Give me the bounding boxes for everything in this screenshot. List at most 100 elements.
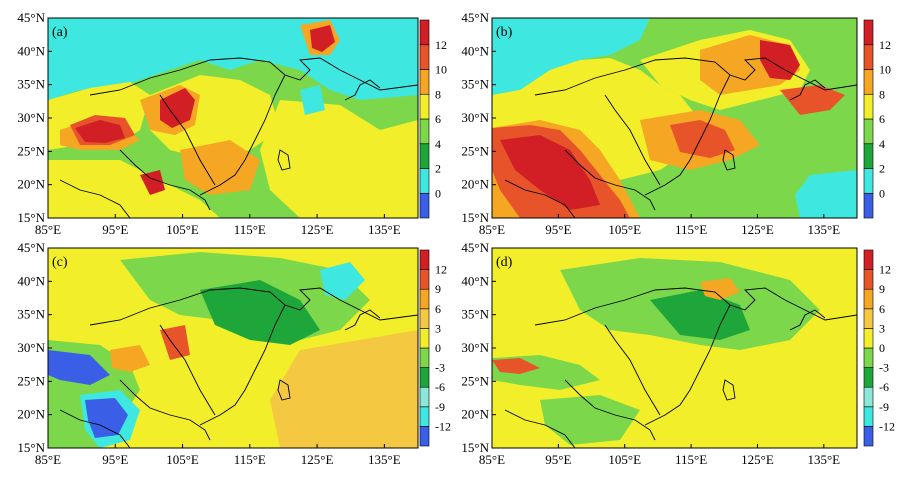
colorbar-swatch <box>863 406 874 427</box>
lon-tick-label: 95°E <box>102 452 128 467</box>
panel-d-field <box>492 248 857 448</box>
lat-tick-label: 15°N <box>17 440 45 455</box>
colorbar-swatch <box>419 118 430 145</box>
panel-d-coastlines <box>504 287 857 448</box>
colorbar-swatch <box>863 192 874 219</box>
colorbar-swatch <box>419 386 430 408</box>
colorbar-swatch <box>863 288 874 310</box>
colorbar-swatch <box>419 347 430 368</box>
colorbar-label: 9 <box>435 282 441 296</box>
lon-tick-label: 125°E <box>301 452 334 467</box>
panel-a-field <box>48 18 418 218</box>
lon-tick-label: 125°E <box>741 222 774 237</box>
lat-tick-label: 20°N <box>17 407 45 422</box>
colorbar-label: -3 <box>879 361 889 375</box>
lat-tick-label: 40°N <box>17 273 45 288</box>
lat-tick-label: 20°N <box>461 407 489 422</box>
lat-tick-label: 15°N <box>461 210 489 225</box>
panel-b-field <box>492 18 857 218</box>
colorbar-swatch <box>863 93 874 120</box>
colorbar-swatch <box>419 426 430 447</box>
lon-tick-label: 135°E <box>368 222 401 237</box>
lon-tick-label: 95°E <box>102 222 128 237</box>
lat-tick-label: 35°N <box>461 307 489 322</box>
colorbar-swatch <box>419 288 430 310</box>
panel-c-label: (c) <box>52 255 68 270</box>
colorbar-swatch <box>863 367 874 388</box>
colorbar-swatch <box>863 249 874 270</box>
colorbar-label: 6 <box>435 112 441 126</box>
colorbar-swatch <box>419 44 430 70</box>
colorbar-label: 6 <box>879 302 885 316</box>
lon-tick-label: 125°E <box>301 222 334 237</box>
lat-tick-label: 25°N <box>461 373 489 388</box>
colorbar-label: -12 <box>435 419 451 433</box>
lat-tick-label: 30°N <box>17 340 45 355</box>
colorbar-label: 12 <box>435 263 447 277</box>
lon-tick-label: 85°E <box>479 452 505 467</box>
colorbar-swatch <box>863 143 874 169</box>
colorbar-label: 8 <box>435 87 441 101</box>
colorbar-swatch <box>419 69 430 95</box>
lat-tick-label: 15°N <box>461 440 489 455</box>
colorbar-label: 4 <box>435 137 441 151</box>
colorbar-swatch <box>863 69 874 95</box>
lat-tick-label: 35°N <box>17 77 45 92</box>
lon-tick-label: 135°E <box>368 452 401 467</box>
lon-tick-label: 115°E <box>675 452 707 467</box>
colorbar-swatch <box>863 347 874 368</box>
panel-b: (b) 15°N 20°N 25°N 30°N 35°N 40°N 45°N 85°E 95°… <box>461 10 891 237</box>
colorbar-label: 6 <box>435 302 441 316</box>
colorbar-label: 4 <box>879 137 885 151</box>
colorbar-label: -6 <box>879 380 889 394</box>
lon-tick-label: 115°E <box>234 452 266 467</box>
colorbar-label: -12 <box>879 419 895 433</box>
colorbar-label: -6 <box>435 380 445 394</box>
lat-tick-label: 45°N <box>461 10 489 25</box>
colorbar-swatch <box>863 426 874 447</box>
panel-d-label: (d) <box>496 255 513 270</box>
panel-c-field <box>48 248 418 448</box>
colorbar-label: 0 <box>435 186 441 200</box>
lat-tick-label: 40°N <box>461 273 489 288</box>
panel-c-coastlines <box>59 287 418 448</box>
colorbar-swatch <box>863 386 874 408</box>
lon-tick-label: 115°E <box>675 222 707 237</box>
colorbar-swatch <box>419 406 430 427</box>
lon-tick-label: 95°E <box>545 452 571 467</box>
lon-tick-label: 105°E <box>166 452 199 467</box>
lon-tick-label: 105°E <box>608 452 641 467</box>
lon-tick-label: 135°E <box>807 452 840 467</box>
colorbar-swatch <box>863 168 874 194</box>
colorbar-swatch <box>419 192 430 219</box>
colorbar-label: 0 <box>435 341 441 355</box>
colorbar-swatch <box>863 269 874 290</box>
colorbar-swatch <box>419 168 430 194</box>
colorbar-swatch <box>419 19 430 46</box>
lon-tick-label: 115°E <box>234 222 266 237</box>
colorbar-label: 3 <box>435 321 441 335</box>
colorbar-swatch <box>863 44 874 70</box>
panel-a: (a) 15°N 20°N 25°N 30°N 35°N 40°N 45°N 85°E 95°… <box>17 10 447 237</box>
colorbar-swatch <box>863 328 874 349</box>
lon-tick-label: 105°E <box>608 222 641 237</box>
lat-tick-label: 15°N <box>17 210 45 225</box>
colorbar-swatch <box>419 249 430 270</box>
colorbar-swatch <box>419 328 430 349</box>
lat-tick-label: 25°N <box>17 143 45 158</box>
lat-tick-label: 20°N <box>461 177 489 192</box>
colorbar-swatch <box>863 19 874 46</box>
lon-tick-label: 85°E <box>35 452 61 467</box>
colorbar-label: 0 <box>879 186 885 200</box>
colorbar-swatch <box>419 308 430 329</box>
lat-tick-label: 25°N <box>17 373 45 388</box>
lat-tick-label: 40°N <box>461 43 489 58</box>
colorbar-label: 8 <box>879 87 885 101</box>
colorbar-label: 10 <box>879 63 891 77</box>
lon-tick-label: 105°E <box>166 222 199 237</box>
lat-tick-label: 40°N <box>17 43 45 58</box>
colorbar-swatch <box>419 93 430 120</box>
lon-tick-label: 125°E <box>741 452 774 467</box>
lat-tick-label: 30°N <box>17 110 45 125</box>
